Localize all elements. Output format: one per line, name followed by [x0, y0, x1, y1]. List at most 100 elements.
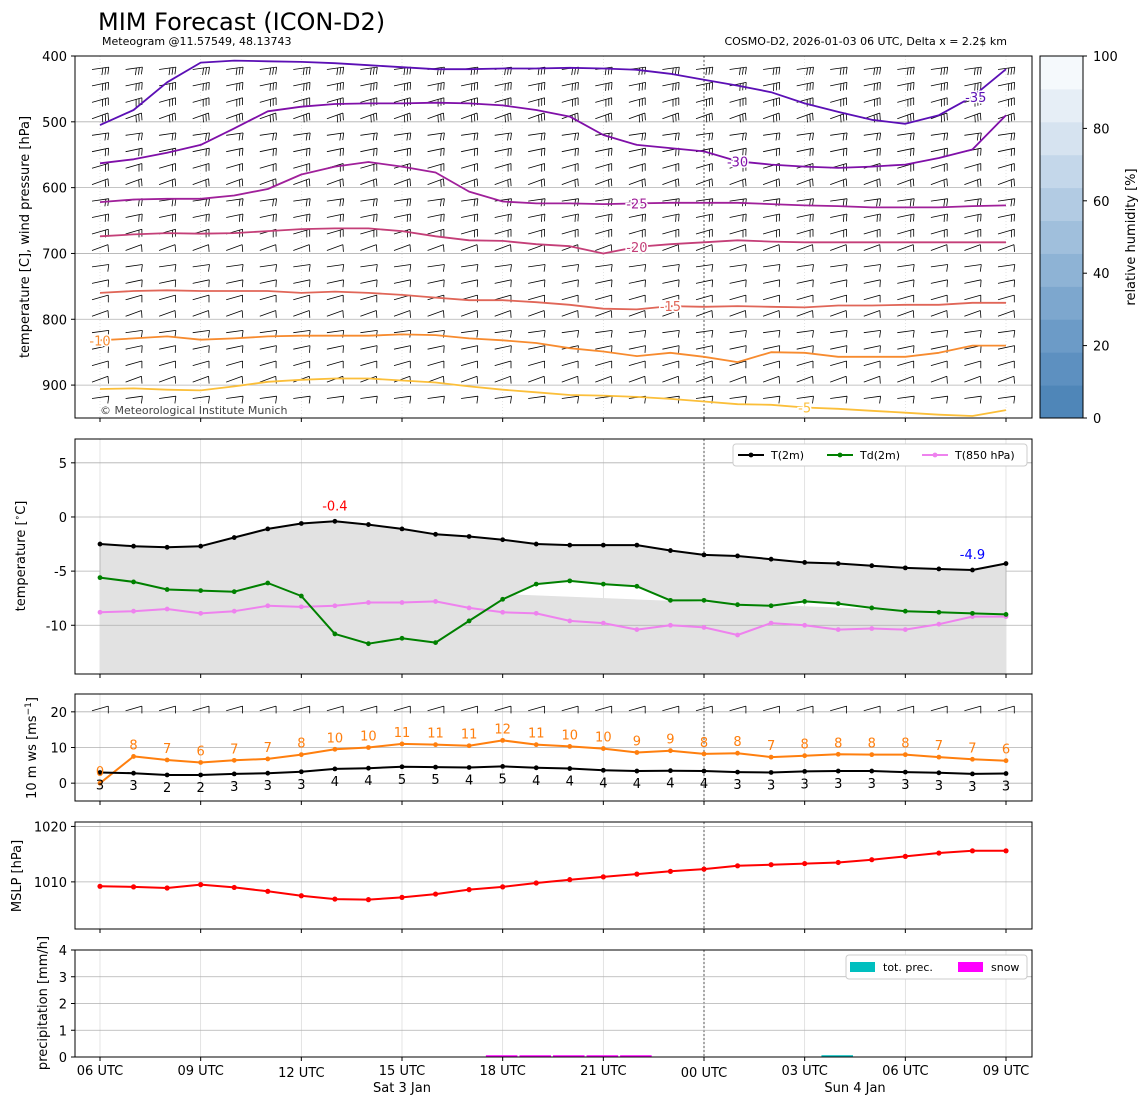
temperature-line-point [164, 606, 170, 612]
pressure-y-label: MSLP [hPa] [10, 840, 25, 912]
upper-air-wind-barb [427, 360, 445, 369]
wind-speed-value-label: 3 [1002, 780, 1010, 795]
upper-air-panel: -35-30-25-20-15-10-5 400500600700800900 … [18, 50, 1033, 422]
temperature-line-point [433, 640, 438, 645]
colorbar-level [1040, 352, 1083, 386]
upper-air-wind-barb [427, 279, 445, 288]
colorbar-level [1040, 154, 1083, 189]
upper-air-wind-barb [159, 279, 177, 288]
upper-air-wind-barb [997, 66, 1016, 76]
pressure-plot-area [75, 822, 1032, 929]
upper-air-wind-barb [762, 375, 780, 384]
wind-speed-value-label: 6 [197, 744, 205, 759]
upper-air-wind-barb [662, 345, 680, 353]
upper-air-wind-barb [964, 310, 982, 318]
upper-air-wind-barb [427, 375, 445, 384]
upper-air-wind-barb [830, 395, 848, 404]
upper-air-wind-barb [528, 147, 546, 157]
upper-air-wind-barb [460, 310, 478, 318]
time-tick-label: 03 UTC [781, 1064, 827, 1079]
upper-air-wind-barb [863, 66, 881, 76]
upper-air-wind-barb [561, 178, 579, 188]
upper-air-wind-barb [461, 198, 479, 207]
upper-air-wind-barb [930, 163, 948, 172]
wind-speed-value-label: 3 [801, 777, 809, 792]
upper-air-wind-barb [259, 310, 277, 318]
upper-air-wind-barb [897, 178, 915, 188]
upper-air-wind-barb [997, 228, 1015, 238]
upper-air-wind-barb [930, 213, 948, 222]
upper-air-wind-barb [830, 360, 847, 369]
upper-air-wind-barb [125, 82, 143, 91]
upper-air-wind-barb [964, 360, 982, 369]
wind-speed-line-point [198, 760, 204, 765]
colorbar-level [1040, 220, 1083, 254]
upper-air-wind-barb [997, 360, 1015, 369]
upper-air-wind-barb [964, 97, 982, 107]
upper-air-wind-barb [226, 264, 244, 272]
mslp-line-point [869, 857, 875, 863]
upper-air-wind-barb [192, 132, 210, 141]
wind-speed-line-point [768, 770, 774, 775]
upper-air-wind-barb [461, 132, 479, 141]
temperature-legend: T(2m) Td(2m) T(850 hPa) [732, 443, 1028, 467]
upper-air-wind-barb [595, 279, 613, 288]
upper-air-wind-barb [796, 82, 814, 91]
upper-air-wind-barb [427, 310, 445, 318]
temperature-line-point [466, 618, 472, 624]
temperature-line-point [1003, 561, 1009, 566]
upper-air-wind-barb [293, 345, 311, 353]
upper-air-wind-barb [830, 345, 848, 353]
copyright-notice: © Meteorological Institute Munich [100, 404, 287, 417]
upper-air-wind-barb [158, 97, 176, 107]
precipitation-bar [620, 1055, 652, 1057]
wind-speed-line-point [533, 765, 539, 771]
wind-speed-line [99, 765, 1007, 776]
colorbar-level [1040, 253, 1083, 287]
upper-air-wind-barb [628, 294, 646, 303]
upper-air-wind-barb [226, 112, 244, 123]
wind-speed-line-point [1003, 758, 1009, 764]
temperature-line-point [600, 620, 606, 626]
temperature-line-point [198, 610, 204, 616]
upper-air-wind-barb [561, 228, 579, 238]
temperature-line-point [835, 561, 841, 566]
upper-air-wind-barb [528, 375, 546, 384]
upper-air-wind-barb [226, 279, 244, 288]
mslp-line-point [634, 871, 640, 877]
temperature-line-point [433, 531, 438, 537]
upper-air-wind-barb [729, 345, 747, 353]
upper-air-wind-barb [763, 82, 781, 91]
surface-wind-barb [964, 705, 982, 714]
y-tick-label: 800 [42, 313, 67, 328]
upper-air-wind-barb [964, 279, 982, 288]
temperature-line-point [366, 600, 371, 605]
upper-air-wind-barb [729, 228, 747, 238]
temperature-line-point [869, 563, 875, 569]
upper-air-wind-barb [326, 213, 344, 222]
wind-speed-value-label: 3 [230, 780, 238, 795]
upper-air-wind-barb [796, 345, 814, 353]
upper-air-wind-barb [595, 97, 613, 107]
upper-air-wind-barb [729, 163, 747, 172]
colorbar-levels [1040, 56, 1083, 419]
upper-air-wind-barb [326, 112, 344, 123]
upper-air-wind-barb [796, 395, 814, 404]
temperature-line-point [533, 541, 539, 547]
wind-speed-line-point [231, 757, 237, 763]
upper-air-wind-barb [494, 82, 512, 91]
mslp-line-point [600, 874, 606, 880]
upper-air-wind-barb [460, 163, 478, 172]
upper-air-wind-barb [528, 132, 546, 141]
upper-air-wind-barb [494, 279, 512, 288]
upper-air-wind-barb [494, 330, 512, 338]
wind-panel: 0 8 7 6 7 7 8 10 10 11 11 11 12 11 10 10 9 9 8 8 7 8 8 8 8 7 7 6 3 3 2… [24, 693, 1033, 805]
wind-speed-line-point [265, 756, 271, 762]
upper-air-wind-barb [863, 178, 881, 188]
upper-air-wind-barb [863, 213, 881, 222]
mslp-line-point [969, 848, 976, 854]
upper-air-wind-barb [326, 264, 345, 272]
upper-air-wind-barb [964, 213, 982, 222]
upper-air-wind-barb [695, 97, 713, 107]
